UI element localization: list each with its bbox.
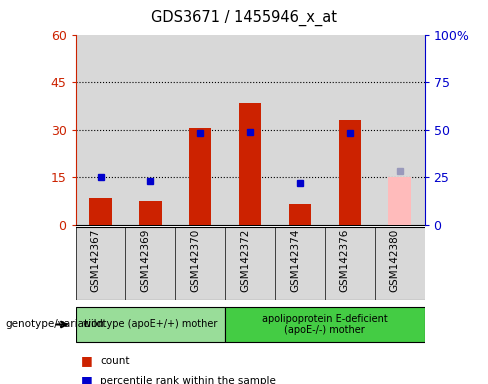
Bar (275, 227, 325, 300)
Bar (388, 177, 411, 225)
Bar (325, 227, 375, 300)
Bar (289, 204, 311, 225)
Text: GDS3671 / 1455946_x_at: GDS3671 / 1455946_x_at (151, 10, 337, 26)
Bar (375, 35, 425, 225)
Bar (189, 128, 211, 225)
Bar (225, 307, 425, 342)
Bar (339, 120, 361, 225)
Text: ■: ■ (81, 374, 92, 384)
Bar (139, 201, 162, 225)
Text: genotype/variation: genotype/variation (5, 319, 104, 329)
Bar (125, 227, 175, 300)
Bar (225, 35, 275, 225)
Bar (175, 227, 225, 300)
Bar (76, 227, 125, 300)
Text: GSM142369: GSM142369 (141, 229, 150, 292)
Text: GSM142376: GSM142376 (340, 229, 350, 292)
Bar (76, 35, 125, 225)
Text: apolipoprotein E-deficient
(apoE-/-) mother: apolipoprotein E-deficient (apoE-/-) mot… (262, 314, 388, 335)
Bar (175, 35, 225, 225)
Bar (225, 227, 275, 300)
Text: GSM142367: GSM142367 (91, 229, 101, 292)
Bar (89, 198, 112, 225)
Text: count: count (100, 356, 129, 366)
Text: GSM142374: GSM142374 (290, 229, 300, 292)
Text: GSM142372: GSM142372 (240, 229, 250, 292)
Text: wildtype (apoE+/+) mother: wildtype (apoE+/+) mother (83, 319, 218, 329)
Bar (125, 35, 175, 225)
Text: GSM142380: GSM142380 (389, 229, 400, 292)
Text: ■: ■ (81, 354, 92, 367)
Text: GSM142370: GSM142370 (190, 229, 200, 292)
Bar (239, 103, 261, 225)
Bar (76, 307, 225, 342)
Text: percentile rank within the sample: percentile rank within the sample (100, 376, 276, 384)
Bar (325, 35, 375, 225)
Bar (375, 227, 425, 300)
Bar (275, 35, 325, 225)
